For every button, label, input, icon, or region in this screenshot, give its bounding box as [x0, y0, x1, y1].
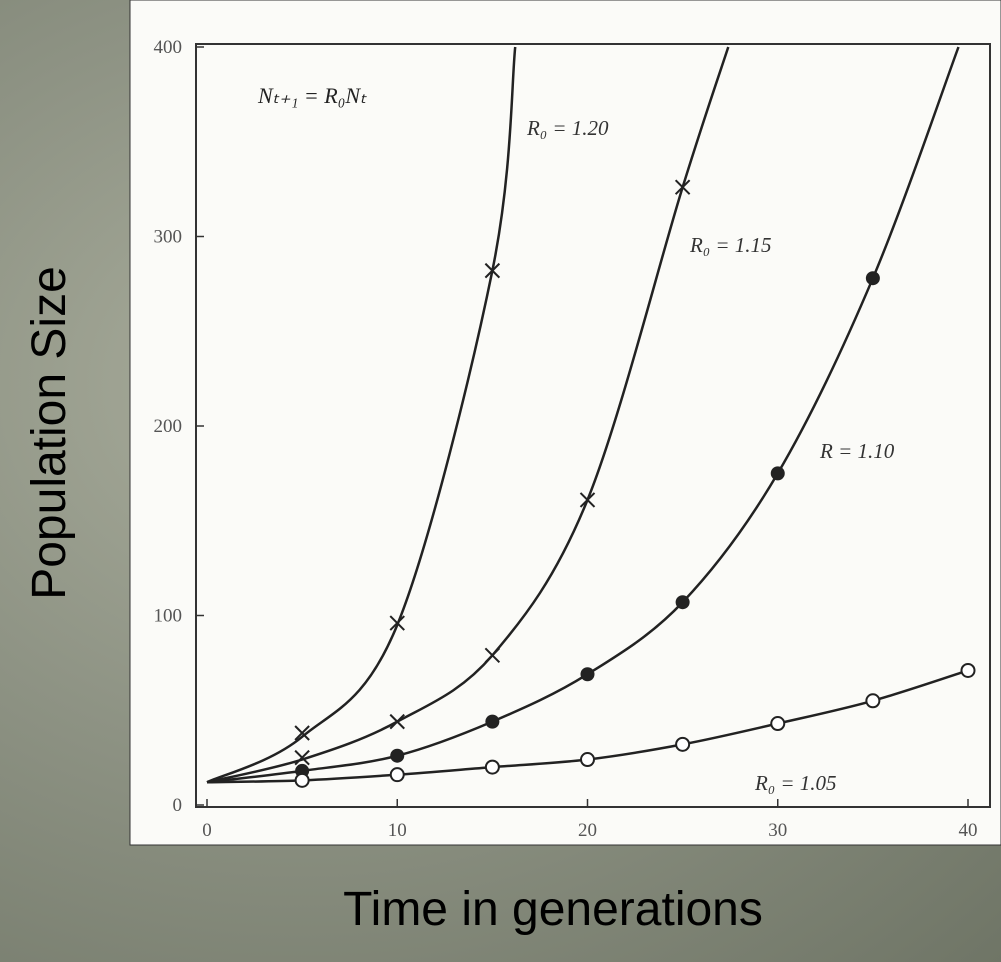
marker [294, 725, 310, 741]
marker [294, 749, 310, 766]
series-label: R = 1.10 [819, 439, 895, 463]
marker-stroke [294, 725, 310, 741]
marker-stroke [579, 492, 596, 508]
marker [865, 693, 881, 709]
marker [675, 736, 691, 752]
marker [675, 595, 690, 610]
x-tick-label: 30 [768, 820, 787, 841]
marker-stroke [294, 749, 310, 766]
marker [484, 262, 501, 279]
x-tick-label: 20 [578, 820, 597, 841]
marker [865, 271, 880, 286]
y-tick-label: 100 [154, 606, 183, 627]
marker [960, 662, 976, 678]
marker [389, 767, 405, 783]
y-tick-label: 300 [154, 227, 183, 248]
marker [389, 713, 405, 730]
marker [579, 492, 596, 508]
x-tick-label: 0 [202, 820, 212, 841]
x-tick-label: 40 [959, 820, 978, 841]
series-label: R₀ = 1.15 [689, 233, 772, 257]
y-tick-label: 0 [173, 795, 183, 816]
marker [580, 752, 595, 768]
curve [206, 46, 517, 784]
marker [580, 667, 595, 682]
series-label: R₀ = 1.05 [754, 771, 837, 795]
x-axis-label: Time in generations [343, 883, 763, 936]
marker-stroke [674, 179, 691, 195]
marker [390, 748, 405, 763]
x-tick-label: 10 [388, 820, 407, 841]
equation: Nₜ₊₁ = R₀Nₜ [257, 83, 367, 108]
marker [674, 179, 691, 195]
marker [294, 772, 310, 788]
marker [484, 647, 501, 664]
marker [484, 759, 500, 775]
marker [770, 466, 785, 481]
y-axis-label: Population Size [23, 266, 76, 600]
marker-stroke [484, 647, 501, 664]
marker [389, 615, 405, 631]
y-tick-label: 200 [154, 416, 183, 437]
marker-stroke [389, 615, 405, 631]
marker [485, 714, 500, 729]
y-tick-label: 400 [154, 37, 183, 58]
marker-stroke [484, 262, 501, 279]
marker-stroke [389, 713, 405, 730]
marker [770, 716, 786, 732]
series-label: R₀ = 1.20 [526, 116, 609, 140]
